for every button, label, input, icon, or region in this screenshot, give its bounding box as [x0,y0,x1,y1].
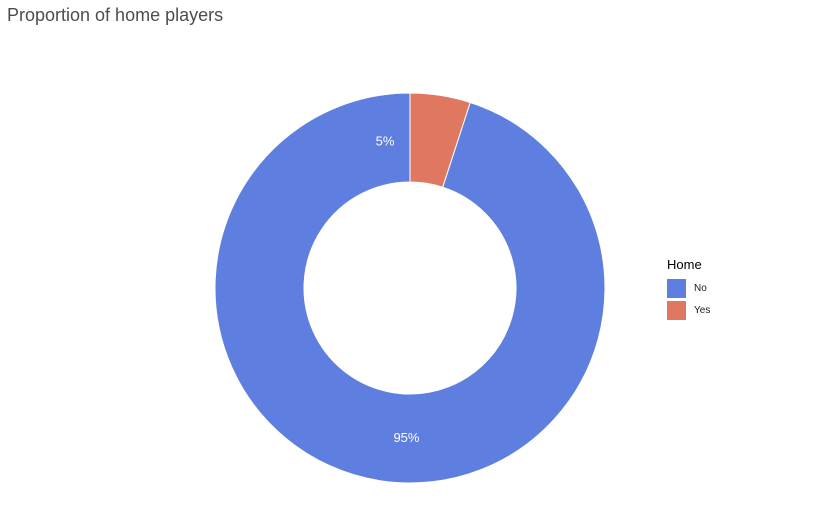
slice-no[interactable] [214,92,606,484]
legend-swatch-no [667,278,686,298]
legend-swatch-yes [667,300,686,320]
legend-item-yes[interactable]: Yes [667,299,710,321]
legend-title: Home [667,257,702,272]
legend-item-no[interactable]: No [667,277,710,299]
legend-label-no: No [694,282,707,294]
slices-group [214,92,606,484]
chart-title: Proportion of home players [7,5,224,25]
legend: Home No Yes [667,257,710,321]
slice-labels-group: 5% 95% [376,133,420,445]
legend-label-yes: Yes [694,304,711,316]
slice-label-no: 95% [393,430,419,445]
slice-label-yes: 5% [376,133,395,148]
